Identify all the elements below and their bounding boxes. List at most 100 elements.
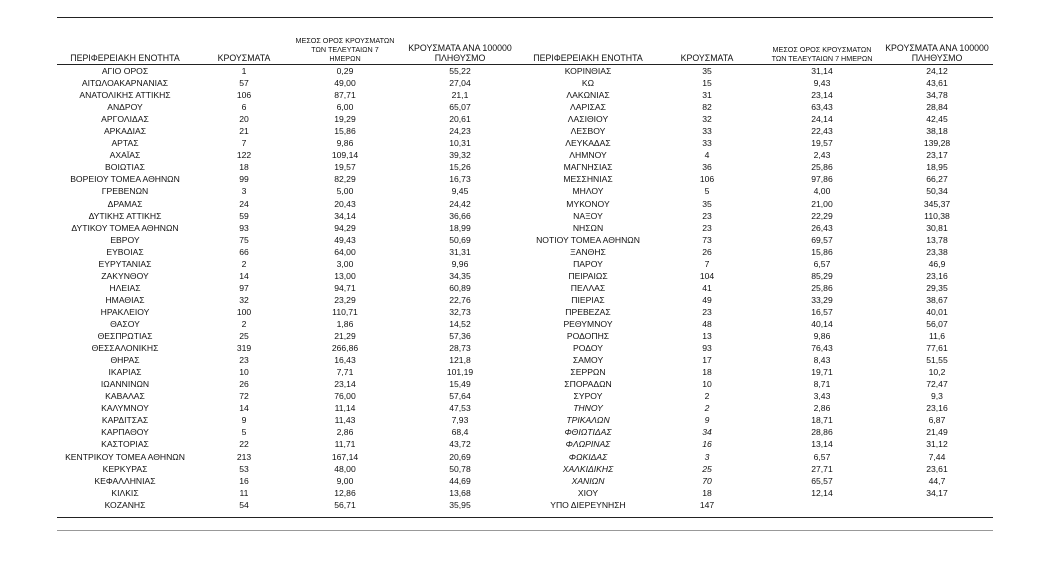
left-region-cell: ΑΝΔΡΟΥ bbox=[107, 102, 143, 113]
right-avg7-cell: 8,43 bbox=[813, 355, 831, 366]
left-region-cell: ΙΩΑΝΝΙΝΩΝ bbox=[100, 379, 150, 390]
right-avg7-cell: 24,14 bbox=[811, 114, 833, 125]
right-region-cell: ΣΠΟΡΑΔΩΝ bbox=[564, 379, 612, 390]
left-avg7-cell: 87,71 bbox=[334, 90, 356, 101]
right-cases-cell: 16 bbox=[702, 439, 712, 450]
left-avg7-cell: 15,86 bbox=[334, 126, 356, 137]
right-cases-cell: 5 bbox=[704, 186, 710, 197]
left-avg7-cell: 9,86 bbox=[336, 138, 354, 149]
right-region-cell: ΛΑΡΙΣΑΣ bbox=[570, 102, 606, 113]
right-per100k-cell: 23,16 bbox=[926, 403, 948, 414]
right-per100k-cell: 40,01 bbox=[926, 306, 948, 317]
left-avg7-cell: 76,00 bbox=[334, 391, 356, 402]
left-region-cell: ΗΜΑΘΙΑΣ bbox=[105, 294, 145, 305]
table-row: ΚΕΝΤΡΙΚΟΥ ΤΟΜΕΑ ΑΘΗΝΩΝ 213 167,14 20,69 ΦΩΚΙ… bbox=[57, 451, 993, 463]
left-region-cell: ΚΕΝΤΡΙΚΟΥ ΤΟΜΕΑ ΑΘΗΝΩΝ bbox=[65, 451, 185, 462]
table-row: ΑΓΙΟ ΟΡΟΣ 1 0,29 55,22 ΚΟΡΙΝΘΙΑΣ 35 31,14 24,12 bbox=[57, 65, 993, 78]
right-region-cell: ΛΗΜΝΟΥ bbox=[569, 150, 607, 161]
right-cases-cell: 18 bbox=[702, 367, 712, 378]
right-region-cell: ΛΕΥΚΑΔΑΣ bbox=[565, 138, 611, 149]
table-row: ΕΥΡΥΤΑΝΙΑΣ 2 3,00 9,96 ΠΑΡΟΥ 7 6,57 46,9 bbox=[57, 258, 993, 270]
right-per100k-cell: 29,35 bbox=[926, 282, 948, 293]
right-avg7-cell bbox=[763, 499, 881, 511]
right-region-cell: ΛΑΚΩΝΙΑΣ bbox=[566, 90, 610, 101]
right-region-cell: ΛΕΣΒΟΥ bbox=[570, 126, 606, 137]
left-per100k-cell: 16,73 bbox=[449, 174, 471, 185]
left-cases-cell: 99 bbox=[239, 174, 249, 185]
left-region-cell: ΙΚΑΡΙΑΣ bbox=[108, 367, 142, 378]
right-avg7-cell: 76,43 bbox=[811, 343, 833, 354]
right-cases-cell: 17 bbox=[702, 355, 712, 366]
right-per100k-cell: 10,2 bbox=[928, 367, 946, 378]
right-region-cell: ΝΑΞΟΥ bbox=[573, 210, 603, 221]
right-avg7-cell: 23,14 bbox=[811, 90, 833, 101]
right-cases-cell: 18 bbox=[702, 487, 712, 498]
right-avg7-cell: 63,43 bbox=[811, 102, 833, 113]
right-region-cell: ΦΩΚΙΔΑΣ bbox=[568, 451, 608, 462]
left-region-cell: ΚΙΛΚΙΣ bbox=[111, 487, 139, 498]
left-avg7-cell: 19,29 bbox=[334, 114, 356, 125]
left-per100k-cell: 50,78 bbox=[449, 463, 471, 474]
left-region-cell: ΑΙΤΩΛΟΑΚΑΡΝΑΝΙΑΣ bbox=[81, 78, 169, 89]
right-per100k-cell: 23,16 bbox=[926, 270, 948, 281]
right-cases-cell: 70 bbox=[702, 475, 712, 486]
left-per100k-cell: 20,61 bbox=[449, 114, 471, 125]
right-cases-cell: 4 bbox=[704, 150, 710, 161]
table-row: ΑΡΓΟΛΙΔΑΣ 20 19,29 20,61 ΛΑΣΙΘΙΟΥ 32 24,14 42,4… bbox=[57, 113, 993, 125]
right-avg7-cell: 15,86 bbox=[811, 246, 833, 257]
right-cases-cell: 2 bbox=[704, 391, 710, 402]
table-row: ΚΕΡΚΥΡΑΣ 53 48,00 50,78 ΧΑΛΚΙΔΙΚΗΣ 25 27,71 23,… bbox=[57, 463, 993, 475]
right-avg7-cell: 28,86 bbox=[811, 427, 833, 438]
right-cases-cell: 10 bbox=[702, 379, 712, 390]
left-avg7-cell: 49,00 bbox=[334, 78, 356, 89]
right-per100k-cell: 345,37 bbox=[923, 198, 951, 209]
right-avg7-cell: 9,43 bbox=[813, 78, 831, 89]
right-cases-cell: 34 bbox=[702, 427, 712, 438]
left-per100k-cell: 55,22 bbox=[449, 66, 471, 76]
left-per100k-cell: 57,36 bbox=[449, 331, 471, 342]
right-avg7-cell: 22,43 bbox=[811, 126, 833, 137]
left-avg7-cell: 266,86 bbox=[331, 343, 359, 354]
left-avg7-cell: 94,29 bbox=[334, 222, 356, 233]
left-per100k-cell: 32,73 bbox=[449, 306, 471, 317]
left-per100k-cell: 39,32 bbox=[449, 150, 471, 161]
left-region-cell: ΘΗΡΑΣ bbox=[110, 355, 140, 366]
right-region-cell: ΠΕΙΡΑΙΩΣ bbox=[568, 270, 608, 281]
right-cases-cell: 31 bbox=[702, 90, 712, 101]
right-per100k-cell: 139,28 bbox=[923, 138, 951, 149]
right-avg7-cell: 19,71 bbox=[811, 367, 833, 378]
right-cases-cell: 13 bbox=[702, 331, 712, 342]
table-body: ΑΓΙΟ ΟΡΟΣ 1 0,29 55,22 ΚΟΡΙΝΘΙΑΣ 35 31,14 24,12… bbox=[57, 65, 993, 511]
left-avg7-cell: 110,71 bbox=[332, 306, 358, 317]
left-region-cell: ΘΑΣΟΥ bbox=[110, 318, 140, 329]
table-row: ΗΜΑΘΙΑΣ 32 23,29 22,76 ΠΙΕΡΙΑΣ 49 33,29 38,67 bbox=[57, 294, 993, 306]
left-region-cell: ΚΑΛΥΜΝΟΥ bbox=[101, 403, 149, 414]
left-cases-cell: 16 bbox=[239, 475, 249, 486]
left-per100k-cell: 24,23 bbox=[449, 126, 471, 137]
left-per100k-cell: 60,89 bbox=[449, 282, 471, 293]
left-region-cell: ΚΕΦΑΛΛΗΝΙΑΣ bbox=[94, 475, 156, 486]
left-per100k-cell: 14,52 bbox=[449, 318, 471, 329]
left-cases-cell: 97 bbox=[239, 282, 249, 293]
left-cases-cell: 7 bbox=[241, 138, 247, 149]
right-region-cell: ΧΑΛΚΙΔΙΚΗΣ bbox=[562, 463, 614, 474]
right-region-cell: ΣΑΜΟΥ bbox=[572, 355, 604, 366]
left-cases-cell: 5 bbox=[241, 427, 247, 438]
left-per100k-cell: 47,53 bbox=[449, 403, 471, 414]
left-per100k-cell: 34,35 bbox=[449, 270, 471, 281]
left-cases-cell: 93 bbox=[239, 222, 249, 233]
right-per100k-cell: 23,17 bbox=[926, 150, 948, 161]
table-row: ΑΡΤΑΣ 7 9,86 10,31 ΛΕΥΚΑΔΑΣ 33 19,57 139,28 bbox=[57, 137, 993, 149]
header-row: ΠΕΡΙΦΕΡΕΙΑΚΗ ΕΝΟΤΗΤΑ ΚΡΟΥΣΜΑΤΑ ΜΕΣΟΣ ΟΡΟ… bbox=[57, 36, 993, 65]
left-avg7-cell: 94,71 bbox=[334, 282, 356, 293]
left-avg7-cell: 2,86 bbox=[336, 427, 354, 438]
table-row: ΕΥΒΟΙΑΣ 66 64,00 31,31 ΞΑΝΘΗΣ 26 15,86 23,38 bbox=[57, 246, 993, 258]
table-row: ΔΡΑΜΑΣ 24 20,43 24,42 ΜΥΚΟΝΟΥ 35 21,00 345,37 bbox=[57, 198, 993, 210]
right-per100k-cell: 56,07 bbox=[926, 318, 948, 329]
right-cases-cell: 35 bbox=[702, 66, 712, 76]
left-cases-cell: 32 bbox=[239, 294, 249, 305]
left-cases-cell: 59 bbox=[239, 210, 249, 221]
left-cases-cell: 54 bbox=[239, 499, 249, 510]
table-row: ΙΩΑΝΝΙΝΩΝ 26 23,14 15,49 ΣΠΟΡΑΔΩΝ 10 8,71 72,47 bbox=[57, 378, 993, 390]
right-cases-cell: 33 bbox=[702, 138, 712, 149]
